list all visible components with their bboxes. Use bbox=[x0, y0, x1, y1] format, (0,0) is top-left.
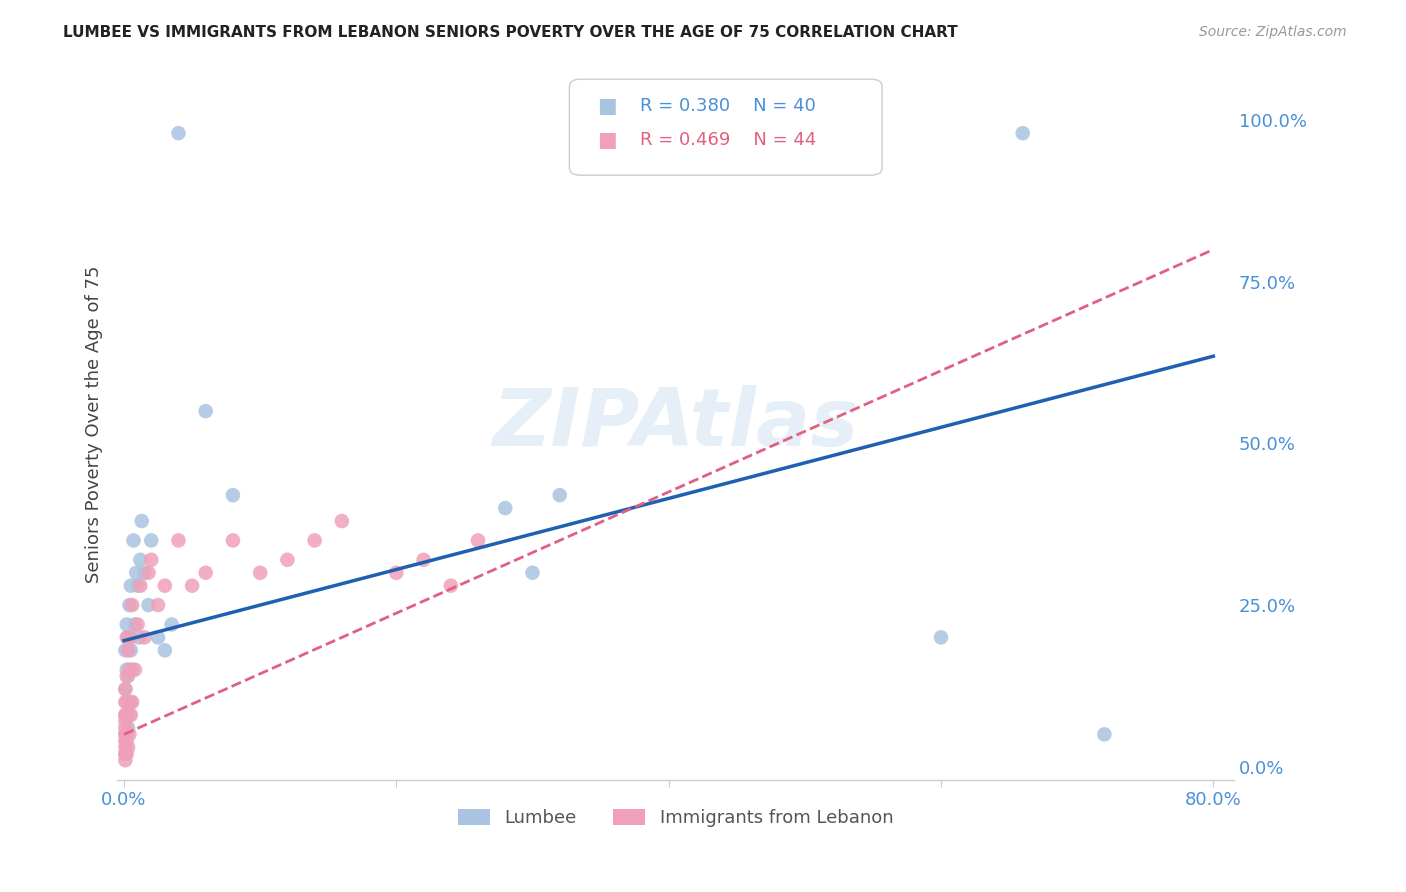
Text: LUMBEE VS IMMIGRANTS FROM LEBANON SENIORS POVERTY OVER THE AGE OF 75 CORRELATION: LUMBEE VS IMMIGRANTS FROM LEBANON SENIOR… bbox=[63, 25, 957, 40]
Point bbox=[115, 708, 138, 723]
Point bbox=[522, 566, 544, 580]
Point bbox=[114, 747, 136, 761]
Point bbox=[160, 617, 183, 632]
Point bbox=[120, 643, 142, 657]
Point bbox=[276, 553, 298, 567]
Point bbox=[194, 566, 217, 580]
Point bbox=[131, 514, 153, 528]
Point bbox=[114, 708, 136, 723]
Point bbox=[115, 669, 138, 683]
Point bbox=[117, 631, 139, 645]
Point bbox=[153, 579, 176, 593]
Point bbox=[117, 643, 139, 657]
Point bbox=[167, 126, 190, 140]
Text: ZIPAtlas: ZIPAtlas bbox=[492, 385, 859, 463]
Point bbox=[115, 734, 138, 748]
Point bbox=[121, 663, 143, 677]
Point bbox=[117, 695, 139, 709]
Point bbox=[330, 514, 353, 528]
Point bbox=[134, 566, 156, 580]
Point bbox=[114, 721, 136, 735]
Point bbox=[194, 404, 217, 418]
Point bbox=[467, 533, 489, 548]
Point bbox=[181, 579, 204, 593]
Point bbox=[1011, 126, 1033, 140]
Point bbox=[114, 740, 136, 755]
Point bbox=[129, 579, 152, 593]
Point bbox=[117, 740, 139, 755]
Point bbox=[118, 708, 141, 723]
Point bbox=[115, 695, 138, 709]
Point bbox=[129, 553, 152, 567]
Point bbox=[114, 695, 136, 709]
Point bbox=[114, 727, 136, 741]
Point bbox=[167, 533, 190, 548]
Point bbox=[114, 643, 136, 657]
Point bbox=[138, 598, 160, 612]
Point bbox=[548, 488, 571, 502]
Point bbox=[124, 617, 146, 632]
Point bbox=[115, 631, 138, 645]
Point bbox=[114, 727, 136, 741]
Point bbox=[929, 631, 952, 645]
Point bbox=[120, 579, 142, 593]
Point bbox=[120, 631, 142, 645]
Point bbox=[146, 631, 169, 645]
Point bbox=[114, 714, 136, 729]
Point bbox=[494, 501, 516, 516]
Point bbox=[127, 617, 149, 632]
Y-axis label: Seniors Poverty Over the Age of 75: Seniors Poverty Over the Age of 75 bbox=[86, 265, 103, 582]
Point bbox=[115, 663, 138, 677]
Point bbox=[120, 708, 142, 723]
Text: ■: ■ bbox=[598, 129, 617, 150]
Point bbox=[1094, 727, 1116, 741]
Point bbox=[114, 682, 136, 697]
Point bbox=[153, 643, 176, 657]
Point bbox=[138, 566, 160, 580]
FancyBboxPatch shape bbox=[569, 79, 882, 175]
Point bbox=[115, 727, 138, 741]
Point bbox=[114, 753, 136, 767]
Legend: Lumbee, Immigrants from Lebanon: Lumbee, Immigrants from Lebanon bbox=[450, 802, 901, 835]
Point bbox=[117, 669, 139, 683]
Text: R = 0.469    N = 44: R = 0.469 N = 44 bbox=[640, 130, 815, 149]
Point bbox=[122, 533, 145, 548]
Point bbox=[118, 727, 141, 741]
Point bbox=[125, 566, 148, 580]
Point bbox=[114, 734, 136, 748]
Point bbox=[121, 598, 143, 612]
Text: Source: ZipAtlas.com: Source: ZipAtlas.com bbox=[1199, 25, 1347, 39]
Point bbox=[127, 579, 149, 593]
Point bbox=[114, 747, 136, 761]
Point bbox=[117, 721, 139, 735]
Point bbox=[118, 598, 141, 612]
Point bbox=[134, 631, 156, 645]
Point bbox=[124, 663, 146, 677]
Point bbox=[304, 533, 326, 548]
Point bbox=[114, 708, 136, 723]
Point bbox=[222, 488, 245, 502]
Point bbox=[412, 553, 434, 567]
Point bbox=[120, 695, 142, 709]
Point bbox=[222, 533, 245, 548]
Point bbox=[146, 598, 169, 612]
Point bbox=[249, 566, 271, 580]
Text: R = 0.380    N = 40: R = 0.380 N = 40 bbox=[640, 97, 815, 115]
Point bbox=[440, 579, 463, 593]
Point bbox=[118, 663, 141, 677]
Point bbox=[141, 553, 163, 567]
Point bbox=[121, 695, 143, 709]
Point bbox=[385, 566, 408, 580]
Point bbox=[128, 631, 150, 645]
Point bbox=[141, 533, 163, 548]
Point bbox=[115, 747, 138, 761]
Text: ■: ■ bbox=[598, 96, 617, 116]
Point bbox=[115, 617, 138, 632]
Point bbox=[114, 682, 136, 697]
